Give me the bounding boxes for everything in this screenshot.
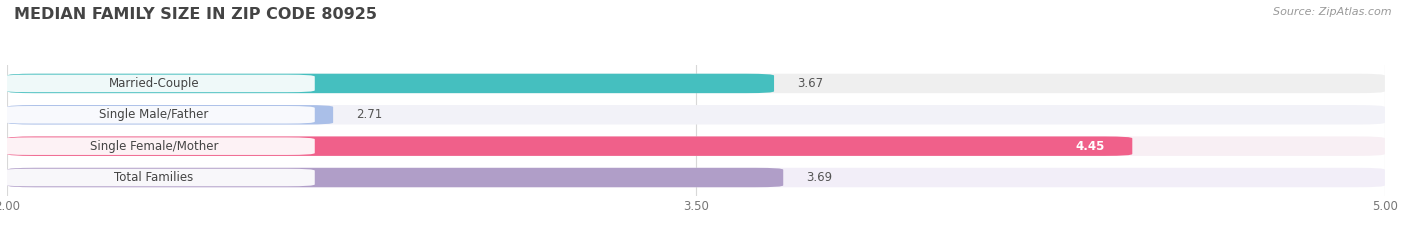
FancyBboxPatch shape [3, 106, 315, 123]
FancyBboxPatch shape [7, 74, 1385, 93]
Text: 4.45: 4.45 [1076, 140, 1105, 153]
FancyBboxPatch shape [7, 168, 1385, 187]
Text: 3.69: 3.69 [806, 171, 832, 184]
FancyBboxPatch shape [7, 105, 333, 124]
Text: Source: ZipAtlas.com: Source: ZipAtlas.com [1274, 7, 1392, 17]
Text: Total Families: Total Families [114, 171, 194, 184]
FancyBboxPatch shape [3, 137, 315, 155]
FancyBboxPatch shape [7, 168, 783, 187]
FancyBboxPatch shape [7, 105, 1385, 124]
Text: Single Male/Father: Single Male/Father [100, 108, 208, 121]
Text: 2.71: 2.71 [356, 108, 382, 121]
Text: Single Female/Mother: Single Female/Mother [90, 140, 218, 153]
Text: Married-Couple: Married-Couple [108, 77, 200, 90]
FancyBboxPatch shape [7, 137, 1385, 156]
FancyBboxPatch shape [7, 74, 775, 93]
Text: 3.67: 3.67 [797, 77, 823, 90]
FancyBboxPatch shape [7, 137, 1132, 156]
FancyBboxPatch shape [3, 169, 315, 186]
Text: MEDIAN FAMILY SIZE IN ZIP CODE 80925: MEDIAN FAMILY SIZE IN ZIP CODE 80925 [14, 7, 377, 22]
FancyBboxPatch shape [3, 75, 315, 92]
